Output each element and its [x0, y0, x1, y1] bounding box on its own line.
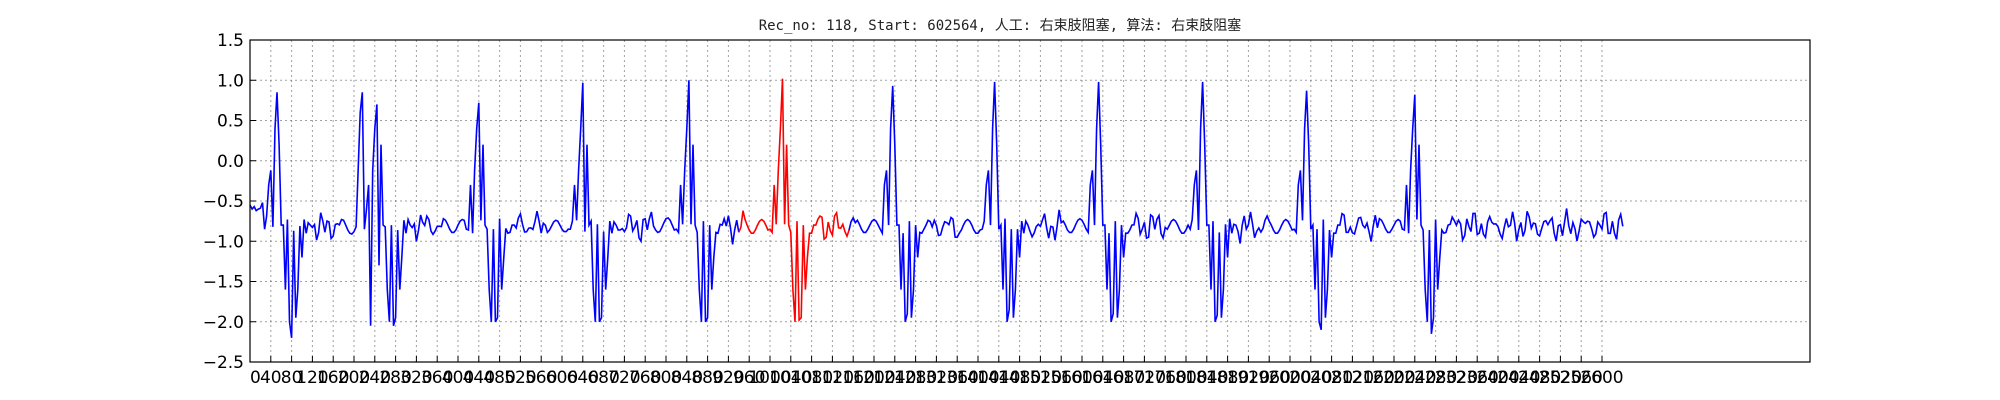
x-tick-label: 2280	[1414, 368, 1457, 388]
x-tick-label: 920	[712, 368, 744, 388]
x-tick-label: 1120	[811, 368, 854, 388]
x-tick-label: 1720	[1123, 368, 1166, 388]
x-tick-label: 1320	[915, 368, 958, 388]
x-tick-label: 560	[525, 368, 557, 388]
x-tick-label: 2560	[1560, 368, 1603, 388]
y-tick-label: −1.5	[203, 273, 244, 293]
x-tick-label: 1920	[1227, 368, 1270, 388]
x-tick-label: 1440	[977, 368, 1020, 388]
x-tick-label: 0	[250, 368, 261, 388]
x-tick-label: 2600	[1580, 368, 1623, 388]
x-tick-label: 2200	[1372, 368, 1415, 388]
x-tick-label: 2480	[1518, 368, 1561, 388]
x-tick-label: 600	[546, 368, 578, 388]
x-tick-label: 1600	[1060, 368, 1103, 388]
ecg-segment	[249, 80, 740, 339]
x-tick-label: 80	[281, 368, 303, 388]
x-tick-label: 160	[317, 368, 349, 388]
x-tick-label: 2400	[1476, 368, 1519, 388]
grid	[250, 40, 1810, 362]
x-tick-label: 1800	[1164, 368, 1207, 388]
x-tick-label: 1040	[769, 368, 812, 388]
x-tick-label: 480	[483, 368, 515, 388]
x-tick-label: 680	[587, 368, 619, 388]
x-tick-label: 120	[296, 368, 328, 388]
y-tick-label: −0.5	[203, 192, 244, 212]
x-tick-label: 2320	[1435, 368, 1478, 388]
x-tick-label: 2520	[1539, 368, 1582, 388]
y-tick-label: −2.5	[203, 353, 244, 373]
y-tick-label: 1.0	[217, 71, 244, 91]
x-tick-label: 2360	[1456, 368, 1499, 388]
x-tick-label: 400	[442, 368, 474, 388]
x-tick-label: 1520	[1019, 368, 1062, 388]
x-axis-ticks: 0 40 8012016020024028032036040044048052056…	[249, 356, 1624, 388]
x-tick-label: 1760	[1144, 368, 1187, 388]
x-tick-label: 2240	[1393, 368, 1436, 388]
x-tick-label: 1160	[832, 368, 875, 388]
x-tick-label: 2080	[1310, 368, 1353, 388]
x-tick-label: 40	[260, 368, 282, 388]
y-tick-label: 1.5	[217, 31, 244, 51]
x-tick-label: 360	[421, 368, 453, 388]
x-tick-label: 280	[379, 368, 411, 388]
x-tick-label: 240	[359, 368, 391, 388]
x-tick-label: 1360	[936, 368, 979, 388]
y-axis-ticks: −2.5 −2.0 −1.5 −1.0 −0.5 0.0 0.5 1.0 1.5	[203, 31, 256, 373]
x-tick-label: 1200	[852, 368, 895, 388]
ecg-trace	[249, 78, 1624, 339]
x-tick-label: 2120	[1331, 368, 1374, 388]
x-tick-label: 1840	[1185, 368, 1228, 388]
x-tick-label: 2040	[1289, 368, 1332, 388]
x-tick-label: 1880	[1206, 368, 1249, 388]
x-tick-label: 2000	[1268, 368, 1311, 388]
highlighted-segment	[738, 78, 850, 323]
x-tick-label: 440	[463, 368, 495, 388]
y-tick-label: 0.0	[217, 152, 244, 172]
x-tick-label: 1480	[998, 368, 1041, 388]
y-tick-label: −1.0	[203, 232, 244, 252]
x-tick-label: 1000	[748, 368, 791, 388]
x-tick-label: 800	[650, 368, 682, 388]
x-tick-label: 640	[567, 368, 599, 388]
x-tick-label: 520	[504, 368, 536, 388]
y-tick-label: 0.5	[217, 112, 244, 132]
chart-title: Rec_no: 118, Start: 602564, 人工: 右束肢阻塞, 算…	[759, 17, 1242, 34]
x-tick-label: 1400	[956, 368, 999, 388]
x-tick-label: 960	[733, 368, 765, 388]
x-tick-label: 1280	[894, 368, 937, 388]
x-tick-label: 880	[691, 368, 723, 388]
x-tick-label: 2160	[1352, 368, 1395, 388]
x-tick-label: 720	[608, 368, 640, 388]
x-tick-label: 1240	[873, 368, 916, 388]
x-tick-label: 1560	[1040, 368, 1083, 388]
y-tick-label: −2.0	[203, 313, 244, 333]
x-tick-label: 1680	[1102, 368, 1145, 388]
x-tick-label: 1640	[1081, 368, 1124, 388]
x-tick-label: 1080	[790, 368, 833, 388]
x-tick-label: 840	[671, 368, 703, 388]
x-tick-label: 1960	[1248, 368, 1291, 388]
x-tick-label: 200	[338, 368, 370, 388]
x-tick-label: 320	[400, 368, 432, 388]
x-tick-label: 2440	[1497, 368, 1540, 388]
ecg-segment	[848, 81, 1624, 334]
x-tick-label: 760	[629, 368, 661, 388]
